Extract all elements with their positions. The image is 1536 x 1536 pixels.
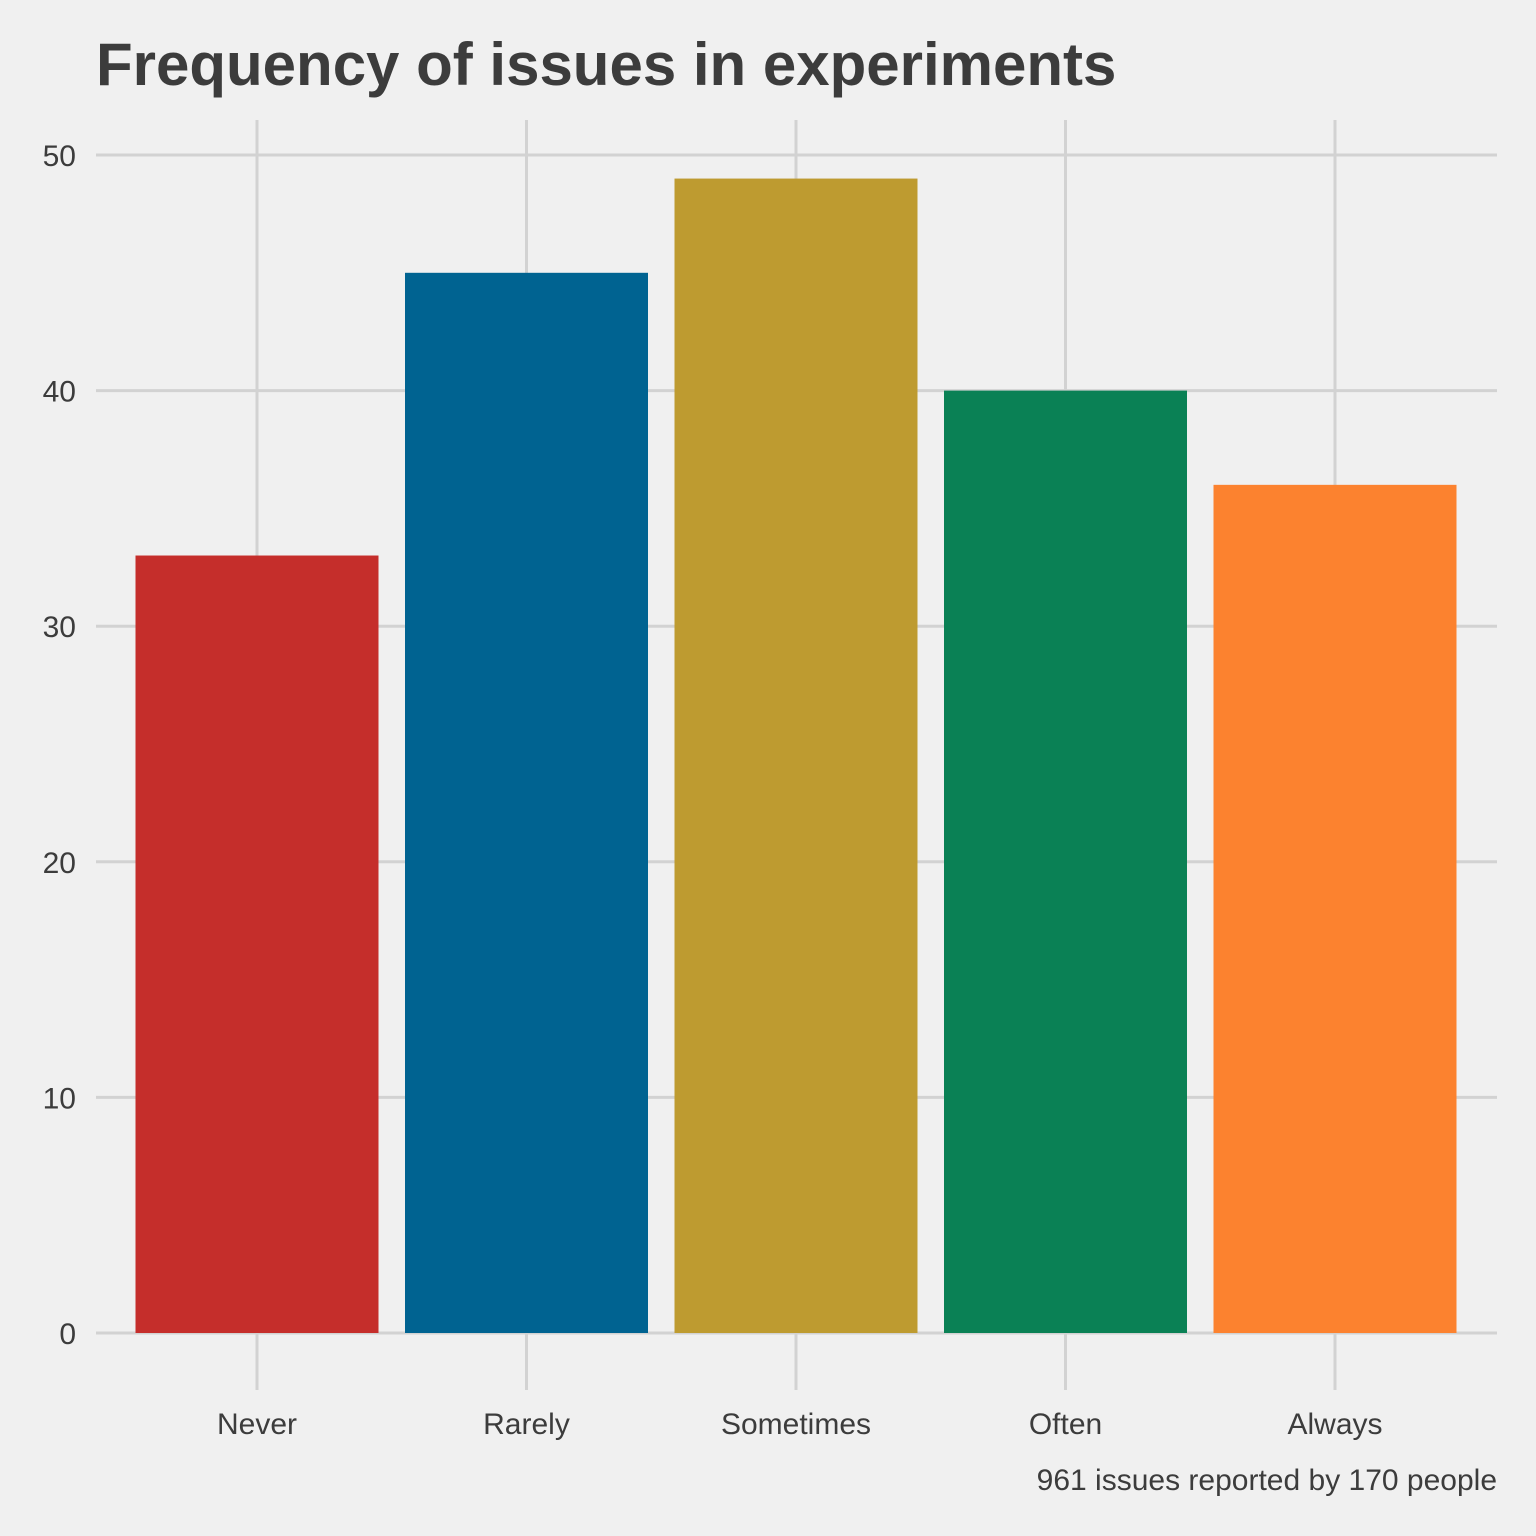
y-tick-label-50: 50 [43,140,76,173]
x-tick-label-always: Always [1287,1408,1382,1441]
bar-rarely [405,272,648,1333]
y-axis-ticks: 0 10 20 30 40 50 [43,140,76,1351]
x-tick-label-never: Never [217,1408,297,1441]
y-tick-label-10: 10 [43,1082,76,1115]
bar-always [1213,484,1457,1334]
x-tick-label-rarely: Rarely [483,1408,570,1441]
x-axis-ticks: Never Rarely Sometimes Often Always [217,1408,1383,1441]
bar-never [135,555,379,1333]
y-tick-label-20: 20 [43,847,76,880]
bar-often [944,390,1187,1334]
x-tick-label-sometimes: Sometimes [721,1408,871,1441]
bars [135,178,1457,1334]
y-tick-label-30: 30 [43,611,76,644]
y-tick-label-40: 40 [43,376,76,409]
chart-title: Frequency of issues in experiments [96,31,1116,98]
bar-sometimes [674,178,918,1333]
y-tick-label-0: 0 [59,1318,76,1351]
x-tick-label-often: Often [1029,1408,1102,1441]
chart-caption: 961 issues reported by 170 people [1037,1464,1497,1497]
